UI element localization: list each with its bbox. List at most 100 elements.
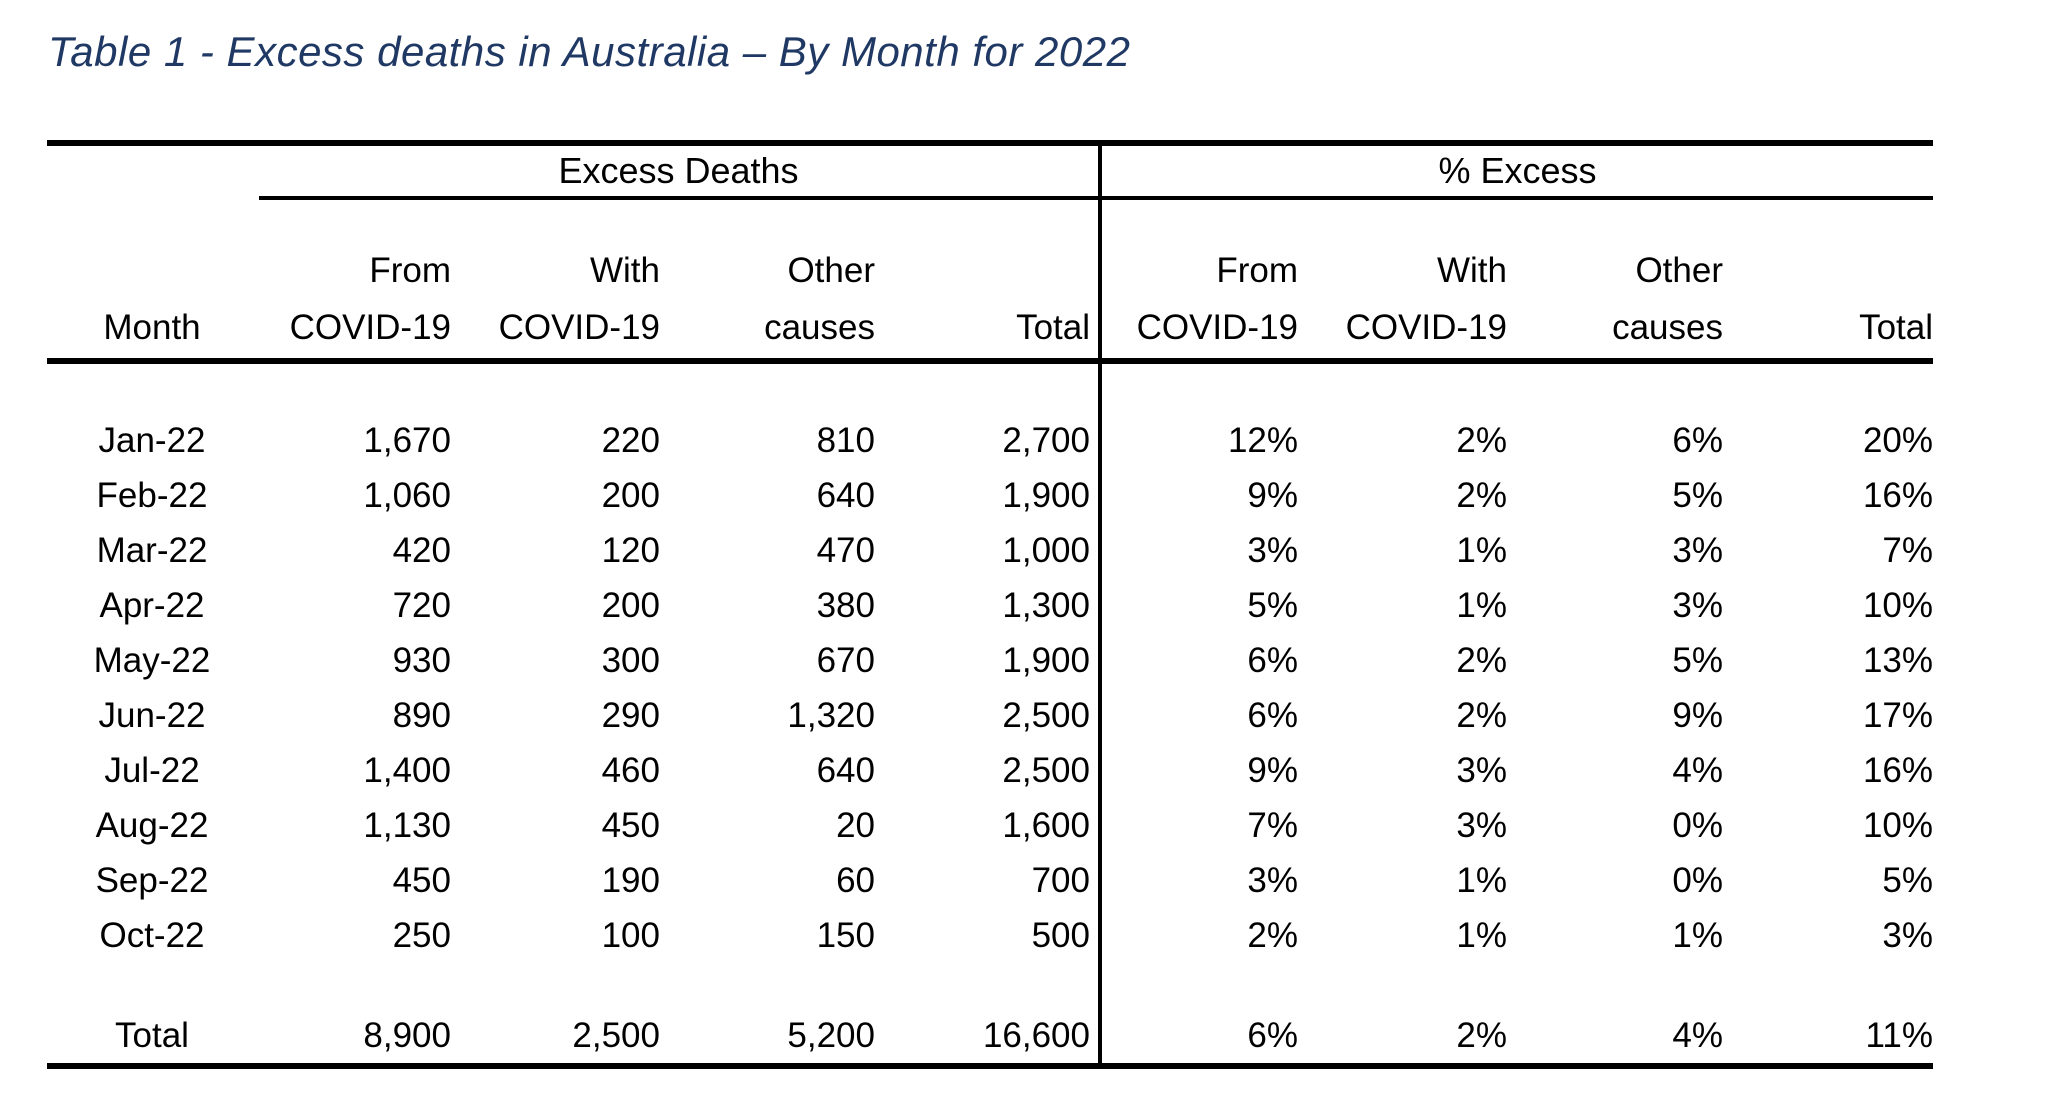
group-header-excess-deaths: Excess Deaths xyxy=(558,150,799,191)
value-cell: 1,670 xyxy=(363,420,451,460)
month-cell: Jun-22 xyxy=(98,695,206,735)
month-cell: Jul-22 xyxy=(104,750,200,790)
value-cell: 930 xyxy=(392,640,451,680)
table-row-feb-22: Feb-22 1,060 200 640 1,900 9% 2% 5% 16% xyxy=(47,468,1933,523)
value-cell: 1,060 xyxy=(363,475,451,515)
value-cell: 420 xyxy=(392,530,451,570)
value-cell: 500 xyxy=(1031,915,1090,955)
column-header-with-covid-deaths-2: COVID-19 xyxy=(498,308,660,347)
month-cell: Aug-22 xyxy=(95,805,209,845)
value-cell: 3% xyxy=(1456,750,1507,790)
value-cell: 640 xyxy=(816,750,875,790)
table-row-mar-22: Mar-22 420 120 470 1,000 3% 1% 3% 7% xyxy=(47,523,1933,578)
value-cell: 10% xyxy=(1862,585,1933,625)
value-cell: 2% xyxy=(1456,420,1507,460)
table-row-jun-22: Jun-22 890 290 1,320 2,500 6% 2% 9% 17% xyxy=(47,688,1933,743)
value-cell: 2% xyxy=(1456,695,1507,735)
month-cell: Total xyxy=(115,1015,189,1055)
value-cell: 17% xyxy=(1862,695,1933,735)
value-cell: 3% xyxy=(1456,805,1507,845)
value-cell: 890 xyxy=(392,695,451,735)
table-top-rule xyxy=(47,140,1933,146)
column-header-total-deaths-2: Total xyxy=(1016,308,1090,347)
column-header-with-covid-pct-1: With xyxy=(1437,251,1507,290)
value-cell: 1,600 xyxy=(1002,805,1090,845)
value-cell: 100 xyxy=(601,915,660,955)
value-cell: 200 xyxy=(601,585,660,625)
value-cell: 2% xyxy=(1456,1015,1507,1055)
column-header-total-pct-2: Total xyxy=(1859,308,1933,347)
table-row-jul-22: Jul-22 1,400 460 640 2,500 9% 3% 4% 16% xyxy=(47,743,1933,798)
value-cell: 3% xyxy=(1247,860,1298,900)
value-cell: 1,900 xyxy=(1002,640,1090,680)
table-row-jan-22: Jan-22 1,670 220 810 2,700 12% 2% 6% 20% xyxy=(47,413,1933,468)
month-cell: Feb-22 xyxy=(96,475,208,515)
month-cell: Oct-22 xyxy=(99,915,205,955)
value-cell: 450 xyxy=(601,805,660,845)
value-cell: 7% xyxy=(1247,805,1298,845)
value-cell: 0% xyxy=(1672,860,1723,900)
value-cell: 1% xyxy=(1672,915,1723,955)
value-cell: 1,000 xyxy=(1002,530,1090,570)
value-cell: 2% xyxy=(1456,640,1507,680)
value-cell: 3% xyxy=(1672,585,1723,625)
value-cell: 3% xyxy=(1672,530,1723,570)
table-row-sep-22: Sep-22 450 190 60 700 3% 1% 0% 5% xyxy=(47,853,1933,908)
value-cell: 450 xyxy=(392,860,451,900)
value-cell: 640 xyxy=(816,475,875,515)
table-title: Table 1 - Excess deaths in Australia – B… xyxy=(48,28,1131,75)
value-cell: 5,200 xyxy=(787,1015,875,1055)
value-cell: 9% xyxy=(1247,475,1298,515)
value-cell: 1,320 xyxy=(787,695,875,735)
value-cell: 2,500 xyxy=(1002,695,1090,735)
value-cell: 1% xyxy=(1456,585,1507,625)
value-cell: 290 xyxy=(601,695,660,735)
value-cell: 120 xyxy=(601,530,660,570)
column-header-other-pct-1: Other xyxy=(1635,251,1723,290)
value-cell: 380 xyxy=(816,585,875,625)
value-cell: 2,700 xyxy=(1002,420,1090,460)
column-header-with-covid-deaths-1: With xyxy=(590,251,660,290)
value-cell: 6% xyxy=(1247,640,1298,680)
value-cell: 200 xyxy=(601,475,660,515)
value-cell: 12% xyxy=(1227,420,1298,460)
value-cell: 5% xyxy=(1672,640,1723,680)
column-header-month: Month xyxy=(103,308,201,347)
value-cell: 220 xyxy=(601,420,660,460)
excess-deaths-table: Excess Deaths % Excess From With Other F… xyxy=(47,140,1933,1075)
value-cell: 0% xyxy=(1672,805,1723,845)
value-cell: 7% xyxy=(1882,530,1933,570)
value-cell: 60 xyxy=(836,860,875,900)
value-cell: 20 xyxy=(836,805,875,845)
column-header-other-pct-2: causes xyxy=(1612,308,1723,347)
value-cell: 1,900 xyxy=(1002,475,1090,515)
value-cell: 5% xyxy=(1882,860,1933,900)
value-cell: 460 xyxy=(601,750,660,790)
value-cell: 13% xyxy=(1862,640,1933,680)
value-cell: 1% xyxy=(1456,915,1507,955)
month-cell: May-22 xyxy=(93,640,211,680)
group-header-percent-excess: % Excess xyxy=(1438,150,1597,191)
value-cell: 150 xyxy=(816,915,875,955)
value-cell: 10% xyxy=(1862,805,1933,845)
value-cell: 810 xyxy=(816,420,875,460)
value-cell: 6% xyxy=(1247,1015,1298,1055)
table-row-aug-22: Aug-22 1,130 450 20 1,600 7% 3% 0% 10% xyxy=(47,798,1933,853)
table-row-oct-22: Oct-22 250 100 150 500 2% 1% 1% 3% xyxy=(47,908,1933,963)
value-cell: 470 xyxy=(816,530,875,570)
column-headers-line2: Month COVID-19 COVID-19 causes Total COV… xyxy=(47,305,1933,351)
value-cell: 3% xyxy=(1882,915,1933,955)
month-cell: Jan-22 xyxy=(98,420,206,460)
table-bottom-rule xyxy=(47,1063,1933,1069)
value-cell: 1% xyxy=(1456,530,1507,570)
column-header-other-deaths-2: causes xyxy=(764,308,875,347)
value-cell: 2,500 xyxy=(1002,750,1090,790)
group-header-underline xyxy=(259,196,1933,200)
value-cell: 5% xyxy=(1672,475,1723,515)
value-cell: 16% xyxy=(1862,750,1933,790)
column-header-other-deaths-1: Other xyxy=(787,251,875,290)
value-cell: 190 xyxy=(601,860,660,900)
value-cell: 3% xyxy=(1247,530,1298,570)
column-header-from-covid-pct-1: From xyxy=(1216,251,1298,290)
